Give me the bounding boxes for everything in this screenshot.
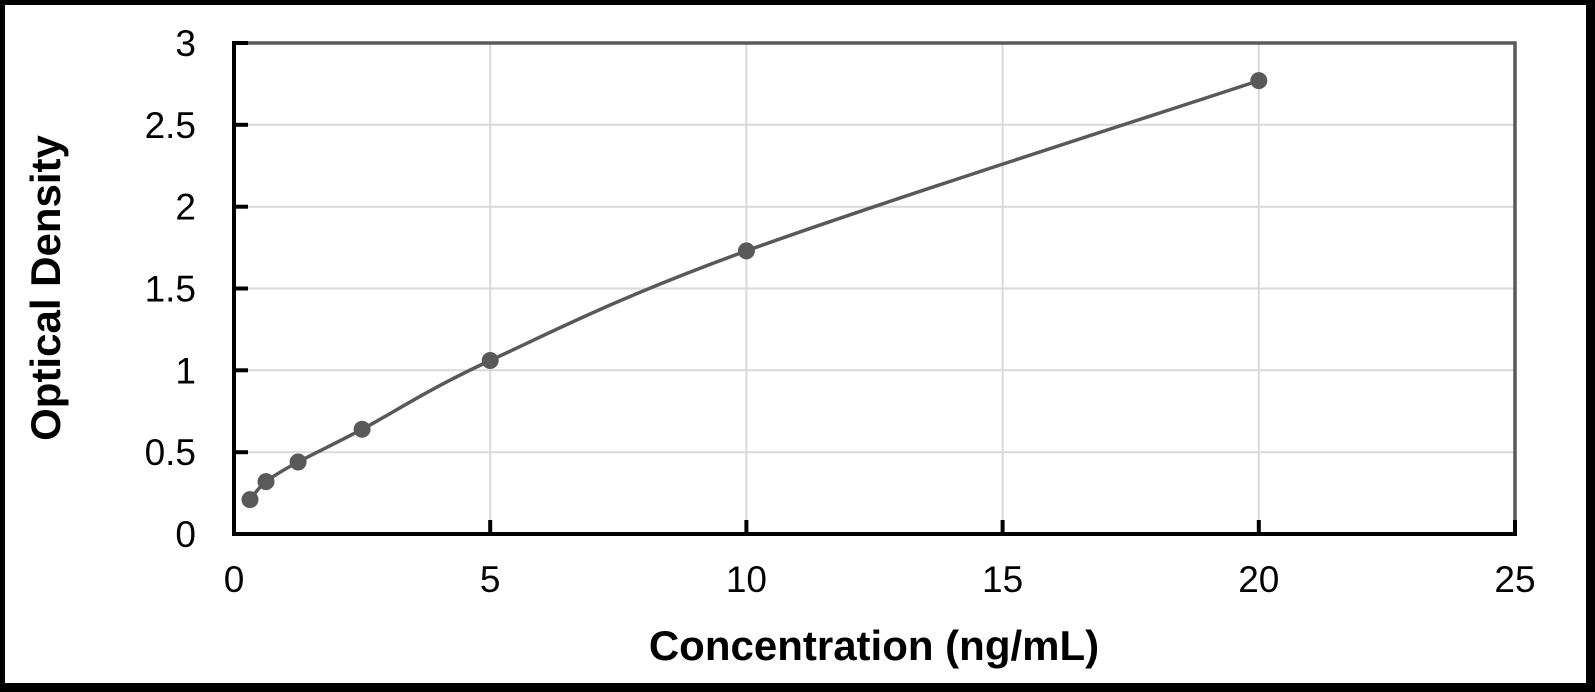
plot-frame-line	[234, 41, 1517, 534]
x-tick-label: 25	[1494, 559, 1535, 600]
y-axis-title: Optical Density	[22, 134, 69, 440]
data-point-marker	[257, 473, 275, 491]
gridlines	[234, 43, 1515, 534]
y-tick-label: 1.5	[145, 268, 196, 309]
y-axis-tick-labels: 0 0.5 1 1.5 2 2.5 3	[145, 23, 196, 555]
x-tick-label: 10	[726, 559, 767, 600]
y-tick-label: 0	[175, 514, 196, 555]
data-point-marker	[481, 352, 499, 369]
y-tick-label: 2.5	[145, 105, 196, 146]
series-line	[248, 78, 1260, 501]
series-standard-curve	[241, 72, 1268, 509]
plot-frame	[234, 41, 1517, 534]
x-tick-label: 5	[480, 559, 501, 600]
data-point-marker	[353, 420, 371, 438]
x-axis-tick-labels: 0 5 10 15 20 25	[224, 559, 1536, 600]
x-axis-title: Concentration (ng/mL)	[649, 622, 1099, 669]
axis-ticks	[234, 41, 1517, 534]
data-point-marker	[241, 491, 259, 509]
x-tick-label: 0	[224, 559, 245, 600]
data-point-marker	[289, 453, 307, 471]
x-tick-label: 15	[982, 559, 1023, 600]
data-point-marker	[1250, 72, 1268, 90]
y-tick-label: 2	[175, 187, 196, 228]
x-tick-label: 20	[1238, 559, 1279, 600]
y-tick-label: 0.5	[145, 432, 196, 473]
data-point-marker	[737, 242, 755, 260]
y-tick-label: 1	[175, 350, 196, 391]
y-tick-label: 3	[175, 23, 196, 64]
